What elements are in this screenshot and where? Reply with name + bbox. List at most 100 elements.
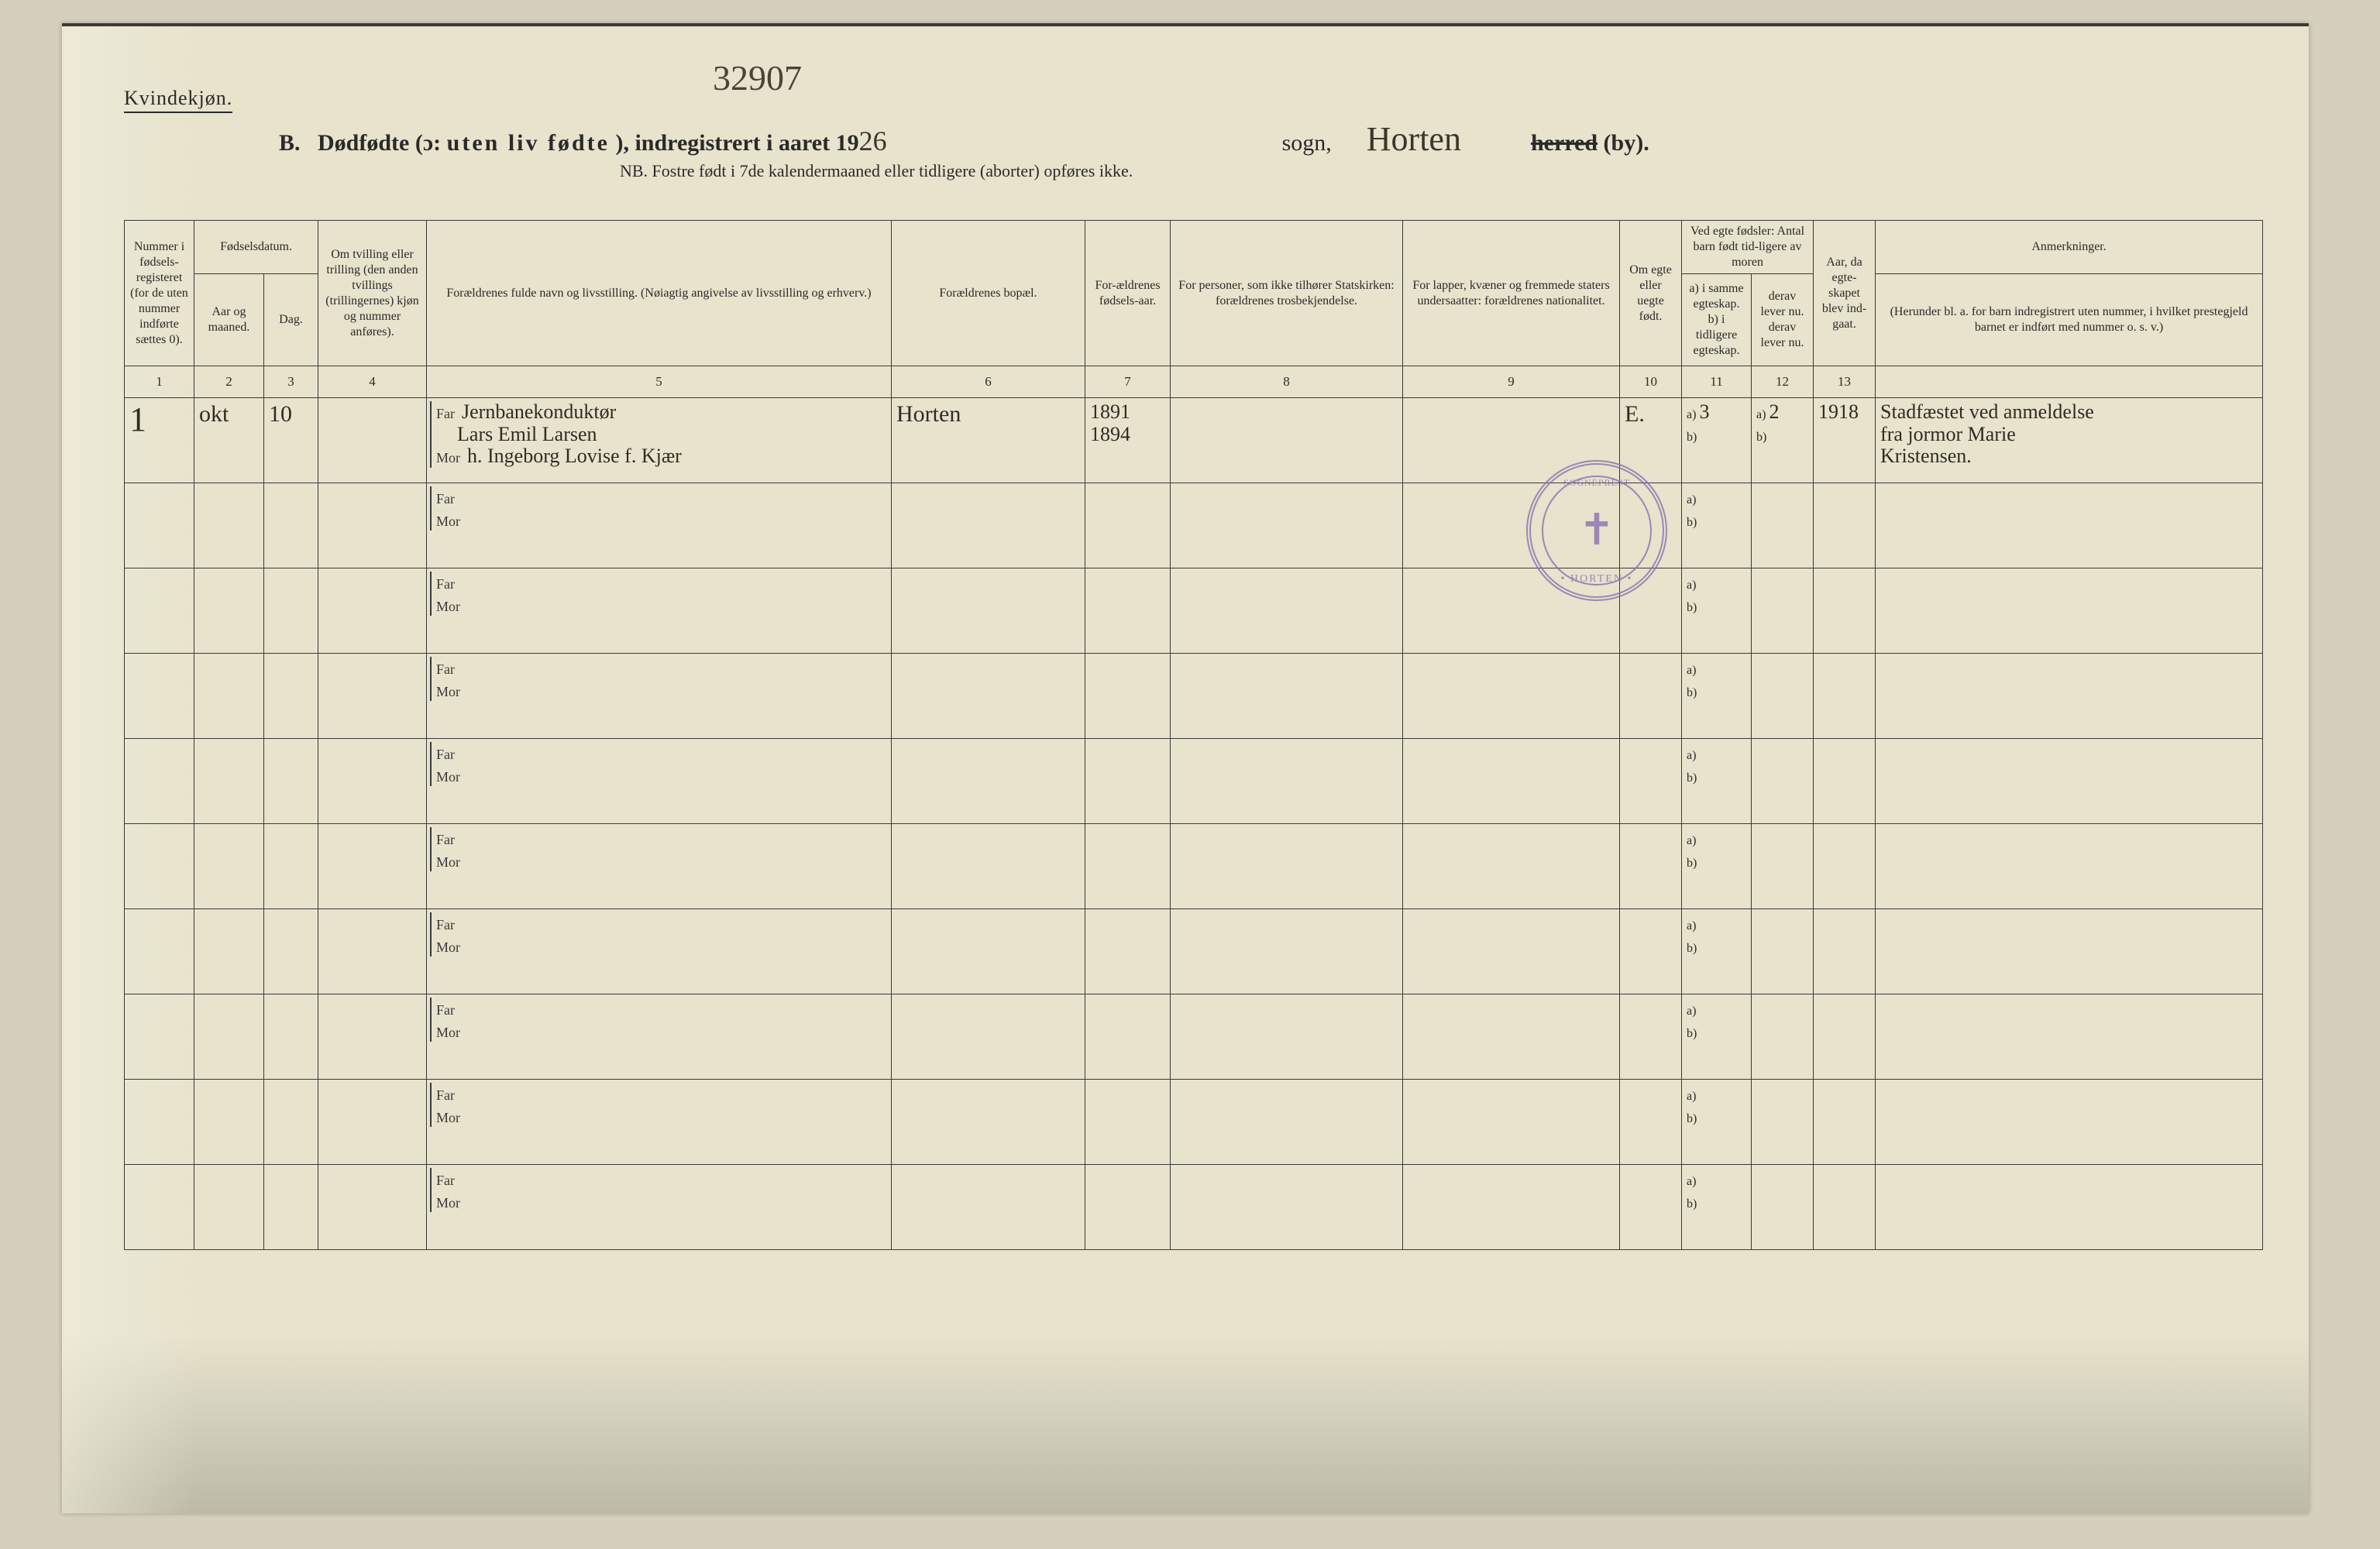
a-label: a) bbox=[1687, 742, 1746, 764]
cell-month bbox=[194, 739, 264, 824]
cell-egte bbox=[1620, 739, 1682, 824]
cell-lever bbox=[1752, 909, 1814, 994]
col-foreldre-navn: Forældrenes fulde navn og livsstilling. … bbox=[427, 221, 892, 366]
cell-born: a) b) bbox=[1682, 568, 1752, 654]
cell-bopel bbox=[892, 824, 1085, 909]
table-row: Far Mor a) b) bbox=[125, 994, 2263, 1080]
cell-twin bbox=[318, 398, 427, 483]
cell-born: a) b) bbox=[1682, 994, 1752, 1080]
cell-lever bbox=[1752, 654, 1814, 739]
table-row: Far Mor a) b) bbox=[125, 909, 2263, 994]
mor-label: Mor h. Ingeborg Lovise f. Kjær bbox=[430, 445, 886, 468]
cell-remark: Stadfæstet ved anmeldelse fra jormor Mar… bbox=[1876, 398, 2263, 483]
cell-egte bbox=[1620, 1165, 1682, 1250]
cell-parent-years bbox=[1085, 909, 1171, 994]
record-number-handwritten: 32907 bbox=[713, 57, 802, 98]
cell-nat bbox=[1403, 398, 1620, 483]
cell-bopel bbox=[892, 654, 1085, 739]
table-row: Far Mor a) b) bbox=[125, 1080, 2263, 1165]
col-fodselsdatum: Fødselsdatum. bbox=[194, 221, 318, 274]
colnum: 13 bbox=[1814, 366, 1876, 398]
far-label: Far bbox=[430, 1083, 886, 1105]
cell-remark bbox=[1876, 568, 2263, 654]
cell-day bbox=[264, 1165, 318, 1250]
cell-month bbox=[194, 994, 264, 1080]
cell-bopel bbox=[892, 994, 1085, 1080]
cell-married bbox=[1814, 824, 1876, 909]
cell-bopel: Horten bbox=[892, 398, 1085, 483]
b-label: b) bbox=[1687, 509, 1746, 531]
mor-label: Mor bbox=[430, 850, 886, 872]
cell-num bbox=[125, 568, 194, 654]
cell-married bbox=[1814, 654, 1876, 739]
parish-written: Horten bbox=[1367, 120, 1461, 158]
cell-parents: Far Mor bbox=[427, 909, 892, 994]
far-label: Far bbox=[430, 742, 886, 764]
cell-parents: Far Jernbanekonduktør Lars Emil Larsen M… bbox=[427, 398, 892, 483]
cell-parent-years bbox=[1085, 739, 1171, 824]
herred-struck: herred bbox=[1531, 130, 1598, 156]
cell-parent-years bbox=[1085, 994, 1171, 1080]
cell-tro bbox=[1171, 568, 1403, 654]
b-label: b) bbox=[1687, 1020, 1746, 1042]
cell-parent-years bbox=[1085, 483, 1171, 568]
colnum: 8 bbox=[1171, 366, 1403, 398]
cell-num bbox=[125, 654, 194, 739]
a-label: a) bbox=[1687, 657, 1746, 679]
colnum: 2 bbox=[194, 366, 264, 398]
mor-label: Mor bbox=[430, 1190, 886, 1213]
cell-num: 1 bbox=[125, 398, 194, 483]
far-name: Lars Emil Larsen bbox=[457, 423, 597, 445]
cell-parent-years bbox=[1085, 1165, 1171, 1250]
ledger-page: 32907 Kvindekjøn. B. Dødfødte (ɔ: uten l… bbox=[62, 23, 2309, 1513]
cell-month bbox=[194, 1165, 264, 1250]
cell-parents: Far Mor bbox=[427, 654, 892, 739]
col-derav-lever: derav lever nu. derav lever nu. bbox=[1752, 274, 1814, 366]
colnum: 3 bbox=[264, 366, 318, 398]
cell-egte: E. bbox=[1620, 398, 1682, 483]
cell-remark bbox=[1876, 739, 2263, 824]
a-label: a) bbox=[1687, 486, 1746, 509]
cell-bopel bbox=[892, 1080, 1085, 1165]
cell-num bbox=[125, 739, 194, 824]
cell-tro bbox=[1171, 398, 1403, 483]
cell-married bbox=[1814, 994, 1876, 1080]
cell-twin bbox=[318, 1080, 427, 1165]
form-title-line: B. Dødfødte (ɔ: uten liv fødte ), indreg… bbox=[279, 119, 2262, 159]
b-label: b) bbox=[1756, 424, 1808, 446]
cell-lever bbox=[1752, 1165, 1814, 1250]
b-label: b) bbox=[1687, 850, 1746, 872]
b-label: b) bbox=[1687, 764, 1746, 787]
cell-twin bbox=[318, 568, 427, 654]
a-label: a) 3 bbox=[1687, 401, 1746, 424]
a-label: a) bbox=[1687, 1168, 1746, 1190]
cell-egte bbox=[1620, 909, 1682, 994]
sogn-label: sogn, bbox=[1282, 130, 1332, 156]
remark-line: Kristensen. bbox=[1880, 445, 2258, 468]
a-label: a) bbox=[1687, 827, 1746, 850]
remark-line: fra jormor Marie bbox=[1880, 424, 2258, 446]
b-label: b) bbox=[1687, 1190, 1746, 1213]
col-nummer: Nummer i fødsels-registeret (for de uten… bbox=[125, 221, 194, 366]
mor-label: Mor bbox=[430, 1020, 886, 1042]
cell-day bbox=[264, 654, 318, 739]
cell-egte bbox=[1620, 654, 1682, 739]
cell-nat bbox=[1403, 824, 1620, 909]
mor-label: Mor bbox=[430, 935, 886, 957]
cell-nat bbox=[1403, 1165, 1620, 1250]
far-label: Far bbox=[430, 486, 886, 509]
colnum: 10 bbox=[1620, 366, 1682, 398]
cell-twin bbox=[318, 824, 427, 909]
cell-twin bbox=[318, 483, 427, 568]
cell-tro bbox=[1171, 909, 1403, 994]
a-label: a) bbox=[1687, 1083, 1746, 1105]
colnum: 9 bbox=[1403, 366, 1620, 398]
title-dodfodte: Dødfødte (ɔ: bbox=[318, 130, 441, 156]
cell-parents: Far Mor bbox=[427, 568, 892, 654]
mor-label: Mor bbox=[430, 764, 886, 787]
far-label: Far bbox=[430, 572, 886, 594]
cell-born: a) b) bbox=[1682, 1080, 1752, 1165]
cell-day: 10 bbox=[264, 398, 318, 483]
cell-lever: a) 2 b) bbox=[1752, 398, 1814, 483]
b-label: b) bbox=[1687, 935, 1746, 957]
